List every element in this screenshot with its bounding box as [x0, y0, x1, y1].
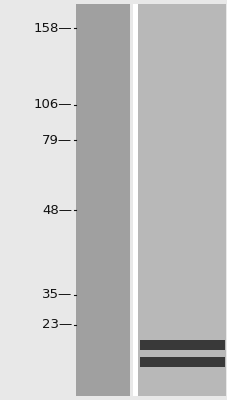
Text: 106—: 106— — [33, 98, 72, 112]
Bar — [140, 340, 224, 350]
Bar — [76, 4, 129, 396]
Text: 158—: 158— — [33, 22, 72, 34]
Text: 23—: 23— — [42, 318, 72, 332]
Text: 35—: 35— — [42, 288, 72, 302]
Bar — [140, 357, 224, 367]
Text: 48—: 48— — [42, 204, 72, 216]
Text: 79—: 79— — [42, 134, 72, 146]
Bar — [137, 4, 225, 396]
Bar — [132, 4, 138, 396]
